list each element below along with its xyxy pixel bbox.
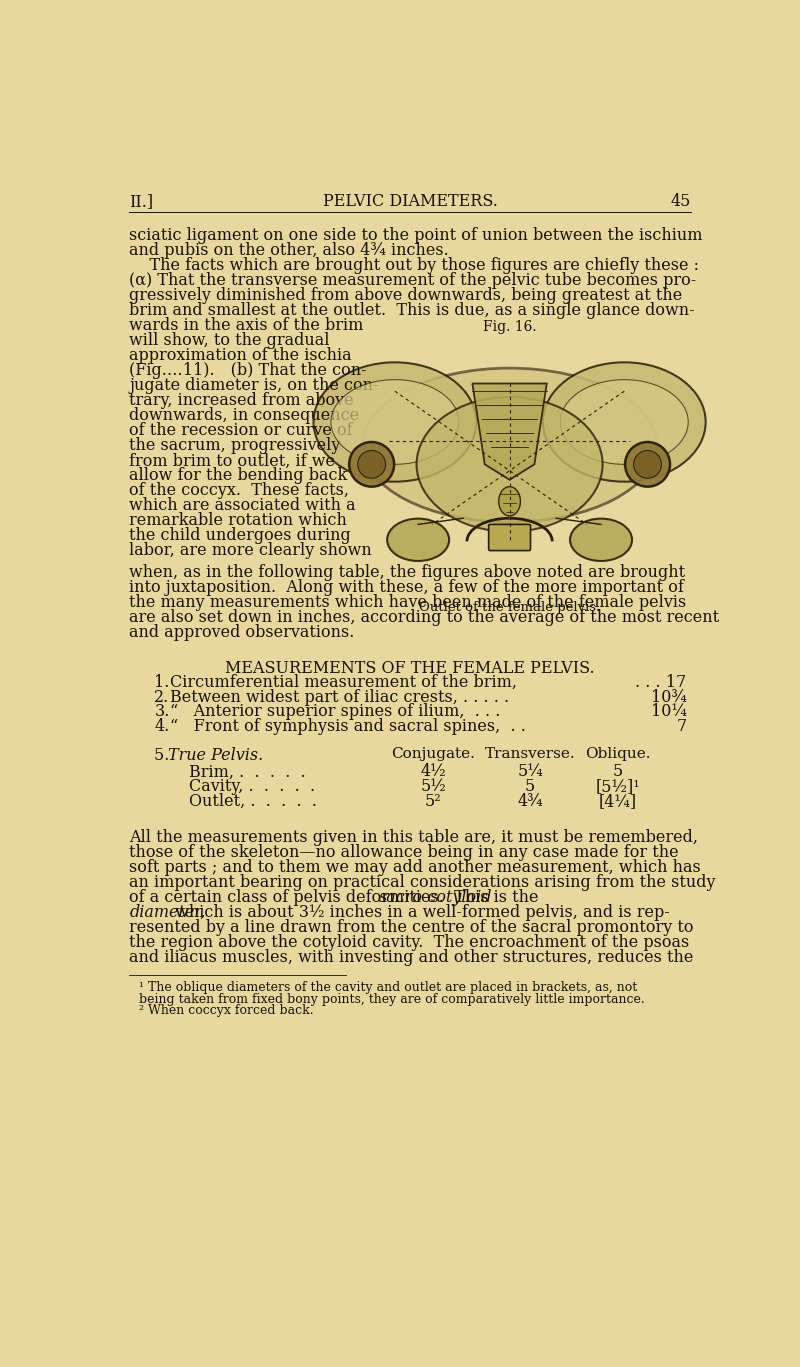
Text: being taken from fixed bony points, they are of comparatively little importance.: being taken from fixed bony points, they…: [138, 992, 645, 1006]
Ellipse shape: [560, 380, 688, 465]
Text: of the coccyx.  These facts,: of the coccyx. These facts,: [130, 483, 350, 499]
Text: the region above the cotyloid cavity.  The encroachment of the psoas: the region above the cotyloid cavity. Th…: [130, 934, 690, 951]
Text: . . . 17: . . . 17: [635, 674, 686, 692]
Text: “   Anterior superior spines of ilium,  . . .: “ Anterior superior spines of ilium, . .…: [170, 704, 500, 720]
Text: 4½: 4½: [421, 764, 446, 781]
Text: 5²: 5²: [425, 793, 442, 809]
Text: 5: 5: [525, 778, 535, 796]
Text: 10¾: 10¾: [651, 689, 686, 705]
Ellipse shape: [634, 451, 662, 478]
Text: Outlet, .  .  .  .  .: Outlet, . . . . .: [189, 793, 317, 809]
Text: sacro-cotyloid: sacro-cotyloid: [379, 889, 492, 906]
FancyBboxPatch shape: [489, 525, 530, 551]
Text: the sacrum, progressively: the sacrum, progressively: [130, 437, 341, 454]
Text: downwards, in consequence: downwards, in consequence: [130, 407, 359, 424]
Text: (Fig.…11). (b) That the con-: (Fig.…11). (b) That the con-: [130, 362, 367, 379]
Text: The facts which are brought out by those figures are chiefly these :: The facts which are brought out by those…: [130, 257, 699, 275]
Text: MEASUREMENTS OF THE FEMALE PELVIS.: MEASUREMENTS OF THE FEMALE PELVIS.: [225, 660, 595, 677]
Ellipse shape: [331, 380, 459, 465]
Text: 5¼: 5¼: [518, 764, 543, 781]
Text: Cavity, .  .  .  .  .: Cavity, . . . . .: [189, 778, 315, 796]
Text: 45: 45: [670, 193, 690, 211]
Text: will show, to the gradual: will show, to the gradual: [130, 332, 330, 350]
Text: 2.: 2.: [154, 689, 170, 705]
Text: 7: 7: [677, 718, 686, 735]
Text: jugate diameter is, on the con-: jugate diameter is, on the con-: [130, 377, 379, 394]
Text: sciatic ligament on one side to the point of union between the ischium: sciatic ligament on one side to the poin…: [130, 227, 703, 245]
Text: Brim, .  .  .  .  .: Brim, . . . . .: [189, 764, 306, 781]
Text: “   Front of symphysis and sacral spines,  . .: “ Front of symphysis and sacral spines, …: [170, 718, 526, 735]
Text: Fig. 16.: Fig. 16.: [482, 320, 537, 335]
Text: ² When coccyx forced back.: ² When coccyx forced back.: [138, 1005, 314, 1017]
Text: 3.: 3.: [154, 704, 170, 720]
Text: Between widest part of iliac crests, . . . . .: Between widest part of iliac crests, . .…: [170, 689, 509, 705]
PathPatch shape: [472, 384, 546, 480]
Text: when, as in the following table, the figures above noted are brought: when, as in the following table, the fig…: [130, 563, 686, 581]
Text: and approved observations.: and approved observations.: [130, 623, 355, 641]
Ellipse shape: [358, 451, 386, 478]
Text: 4.: 4.: [154, 718, 170, 735]
Text: resented by a line drawn from the centre of the sacral promontory to: resented by a line drawn from the centre…: [130, 919, 694, 936]
Text: into juxtaposition.  Along with these, a few of the more important of: into juxtaposition. Along with these, a …: [130, 578, 684, 596]
Text: All the measurements given in this table are, it must be remembered,: All the measurements given in this table…: [130, 828, 698, 846]
Ellipse shape: [543, 362, 706, 481]
Text: wards in the axis of the brim: wards in the axis of the brim: [130, 317, 364, 335]
Text: trary, increased from above: trary, increased from above: [130, 392, 354, 409]
Text: of the recession or curve of: of the recession or curve of: [130, 422, 353, 439]
Text: 4¾: 4¾: [518, 793, 543, 809]
Text: approximation of the ischia: approximation of the ischia: [130, 347, 352, 364]
Text: the many measurements which have been made of the female pelvis: the many measurements which have been ma…: [130, 593, 686, 611]
Ellipse shape: [362, 368, 657, 522]
Text: allow for the bending back: allow for the bending back: [130, 468, 348, 484]
Text: 5.: 5.: [154, 746, 174, 764]
Text: gressively diminished from above downwards, being greatest at the: gressively diminished from above downwar…: [130, 287, 682, 305]
Text: are also set down in inches, according to the average of the most recent: are also set down in inches, according t…: [130, 608, 719, 626]
Ellipse shape: [387, 518, 449, 560]
Text: which are associated with a: which are associated with a: [130, 498, 356, 514]
Text: those of the skeleton—no allowance being in any case made for the: those of the skeleton—no allowance being…: [130, 843, 679, 861]
Text: 1.: 1.: [154, 674, 170, 692]
Text: the child undergoes during: the child undergoes during: [130, 528, 351, 544]
Text: from brim to outlet, if we: from brim to outlet, if we: [130, 452, 335, 469]
Text: and iliacus muscles, with investing and other structures, reduces the: and iliacus muscles, with investing and …: [130, 949, 694, 966]
Text: labor, are more clearly shown: labor, are more clearly shown: [130, 543, 372, 559]
Text: 5½: 5½: [420, 778, 446, 796]
Ellipse shape: [498, 487, 521, 515]
Text: of a certain class of pelvis deformities.  This is the: of a certain class of pelvis deformities…: [130, 889, 544, 906]
Text: which is about 3½ inches in a well-formed pelvis, and is rep-: which is about 3½ inches in a well-forme…: [170, 904, 670, 921]
Text: 5: 5: [613, 764, 623, 781]
Text: [5½]¹: [5½]¹: [595, 778, 640, 796]
Text: ¹ The oblique diameters of the cavity and outlet are placed in brackets, as, not: ¹ The oblique diameters of the cavity an…: [138, 982, 637, 994]
Text: Circumferential measurement of the brim,: Circumferential measurement of the brim,: [170, 674, 517, 692]
Text: (α) That the transverse measurement of the pelvic tube becomes pro-: (α) That the transverse measurement of t…: [130, 272, 697, 290]
Text: PELVIC DIAMETERS.: PELVIC DIAMETERS.: [322, 193, 498, 211]
Ellipse shape: [625, 442, 670, 487]
Ellipse shape: [570, 518, 632, 560]
Text: Oblique.: Oblique.: [585, 746, 650, 760]
Ellipse shape: [417, 396, 602, 532]
Text: and pubis on the other, also 4¾ inches.: and pubis on the other, also 4¾ inches.: [130, 242, 450, 260]
Text: Outlet of the female pelvis.: Outlet of the female pelvis.: [419, 600, 600, 614]
Text: II.]: II.]: [130, 193, 154, 211]
Ellipse shape: [314, 362, 476, 481]
Text: Conjugate.: Conjugate.: [391, 746, 475, 760]
Text: remarkable rotation which: remarkable rotation which: [130, 513, 347, 529]
Text: an important bearing on practical considerations arising from the study: an important bearing on practical consid…: [130, 874, 716, 891]
Ellipse shape: [349, 442, 394, 487]
Text: diameter,: diameter,: [130, 904, 206, 921]
Text: 10¼: 10¼: [651, 704, 686, 720]
Text: Transverse.: Transverse.: [485, 746, 575, 760]
Text: soft parts ; and to them we may add another measurement, which has: soft parts ; and to them we may add anot…: [130, 858, 701, 876]
Text: [4¼]: [4¼]: [598, 793, 637, 809]
Text: brim and smallest at the outlet.  This is due, as a single glance down-: brim and smallest at the outlet. This is…: [130, 302, 695, 320]
Text: True Pelvis.: True Pelvis.: [168, 746, 263, 764]
